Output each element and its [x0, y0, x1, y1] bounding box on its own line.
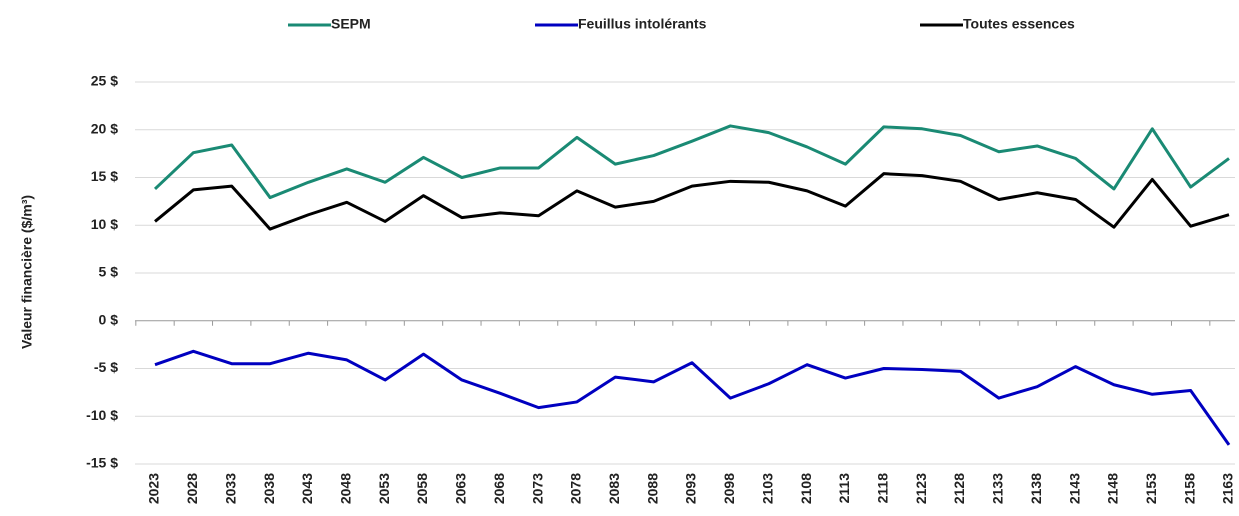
legend-label: SEPM	[331, 16, 371, 32]
y-tick-label: 15 $	[91, 168, 118, 184]
x-tick-label: 2148	[1105, 473, 1121, 504]
x-tick-label: 2123	[913, 473, 929, 504]
x-tick-label: 2113	[836, 473, 852, 504]
series-line	[154, 172, 1230, 231]
x-tick-label: 2138	[1028, 473, 1044, 504]
x-tick-label: 2033	[222, 473, 238, 504]
y-tick-label: 20 $	[91, 120, 118, 136]
y-tick-label: -5 $	[94, 359, 118, 375]
legend-label: Feuillus intolérants	[578, 16, 707, 32]
x-tick-label: 2093	[683, 473, 699, 504]
x-tick-label: 2133	[990, 473, 1006, 504]
y-axis-label: Valeur financière ($/m³)	[19, 195, 35, 349]
y-tick-label: 10 $	[91, 216, 118, 232]
x-tick-label: 2103	[759, 473, 775, 504]
x-tick-label: 2028	[184, 473, 200, 504]
x-tick-label: 2153	[1143, 473, 1159, 504]
x-tick-label: 2023	[146, 473, 162, 504]
x-tick-label: 2128	[951, 473, 967, 504]
x-tick-label: 2058	[414, 473, 430, 504]
x-tick-label: 2108	[798, 473, 814, 504]
legend-label: Toutes essences	[963, 16, 1075, 32]
x-tick-label: 2098	[721, 473, 737, 504]
series-line	[154, 349, 1231, 446]
x-tick-label: 2073	[529, 473, 545, 504]
x-tick-label: 2048	[337, 473, 353, 504]
y-tick-label: -15 $	[86, 455, 118, 471]
x-tick-label: 2078	[568, 473, 584, 504]
series-line	[153, 124, 1230, 200]
x-tick-label: 2118	[874, 473, 890, 504]
y-tick-label: -10 $	[86, 407, 118, 423]
x-tick-label: 2043	[299, 473, 315, 504]
y-tick-label: 0 $	[99, 311, 119, 327]
x-tick-label: 2088	[644, 473, 660, 504]
x-tick-label: 2163	[1220, 473, 1236, 504]
x-tick-label: 2083	[606, 473, 622, 504]
x-tick-label: 2053	[376, 473, 392, 504]
x-tick-label: 2038	[261, 473, 277, 504]
x-tick-label: 2068	[491, 473, 507, 504]
y-tick-label: 25 $	[91, 73, 118, 89]
x-tick-label: 2143	[1066, 473, 1082, 504]
x-tick-label: 2158	[1181, 473, 1197, 504]
x-tick-label: 2063	[453, 473, 469, 504]
y-tick-label: 5 $	[99, 264, 119, 280]
